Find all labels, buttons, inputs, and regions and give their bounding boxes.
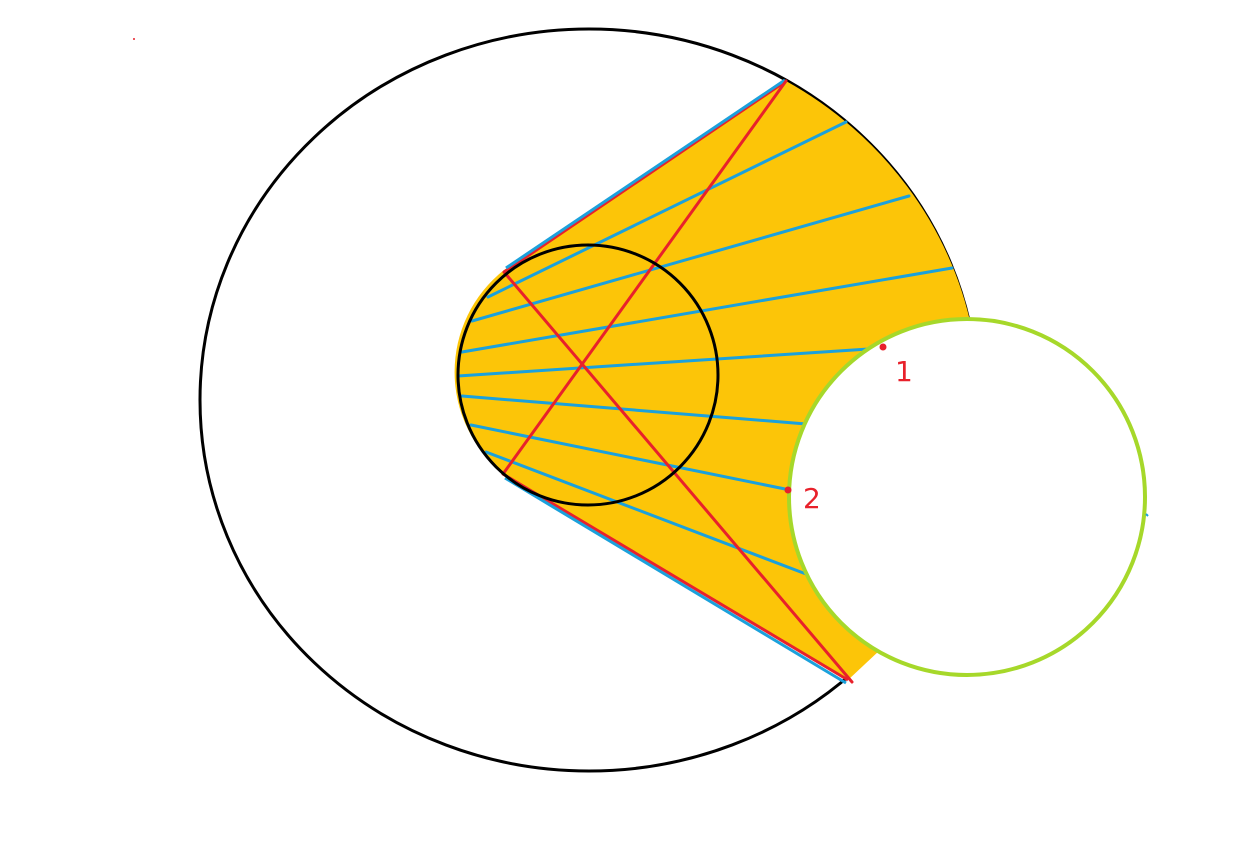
cone-edge-top-red [503, 79, 787, 274]
point-2-label: 2 [803, 482, 821, 515]
ray [456, 346, 886, 378]
construction-lines [501, 79, 854, 684]
inner-circle [456, 243, 720, 507]
obstacle-circle [787, 317, 1147, 677]
ray [486, 120, 848, 299]
point-2-marker [784, 486, 792, 494]
construction-line-2 [501, 79, 788, 476]
ray [460, 266, 954, 354]
stray-tick [1145, 513, 1149, 517]
ray [469, 423, 792, 492]
ray [484, 450, 808, 576]
point-1-marker [879, 343, 887, 351]
ray [470, 194, 911, 323]
ray [460, 394, 808, 426]
cone-edge-top-blue [505, 78, 786, 270]
cone-edge-bottom-red [502, 472, 849, 682]
cone-edge-bottom-blue [504, 476, 847, 685]
construction-line-1 [502, 270, 854, 684]
stray-dot [133, 38, 135, 40]
point-1-label: 1 [895, 355, 913, 388]
cone-edges [502, 78, 849, 685]
ray-fan [456, 120, 954, 576]
